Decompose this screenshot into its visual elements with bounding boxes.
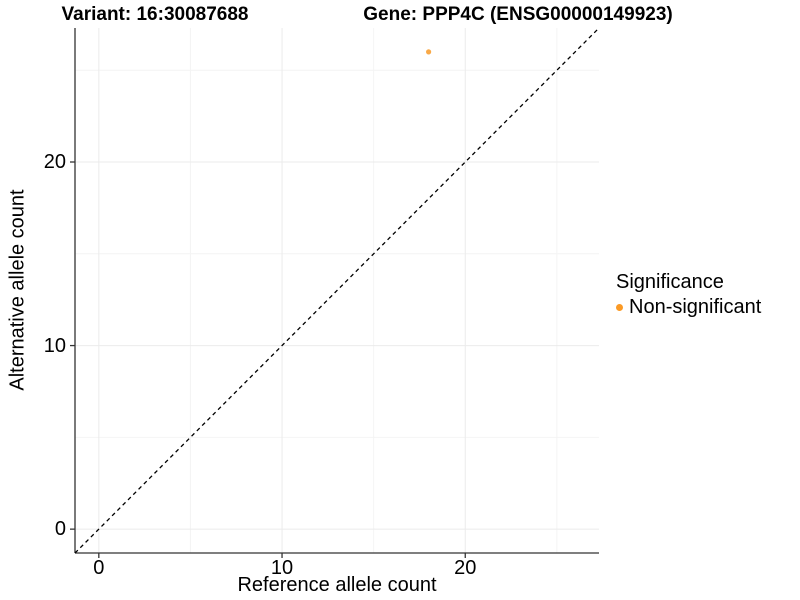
x-tick-label: 0 <box>93 557 105 579</box>
y-tick-label: 20 <box>43 151 66 173</box>
y-tick-label: 10 <box>43 334 66 357</box>
y-axis-title: Alternative allele count <box>6 189 29 391</box>
legend-item-label: Non-significant <box>629 296 762 318</box>
legend: Significance Non-significant <box>616 270 761 318</box>
identity-dashed-line <box>74 27 600 554</box>
x-tick-label: 10 <box>270 557 294 579</box>
y-tick-label: 0 <box>54 518 66 541</box>
legend-item: Non-significant <box>616 296 761 318</box>
plot-title-gene: Gene: PPP4C (ENSG00000149923) <box>363 4 673 25</box>
x-axis-title: Reference allele count <box>237 574 437 596</box>
legend-title: Significance <box>616 271 724 293</box>
data-point <box>426 49 432 55</box>
x-tick-label: 20 <box>454 557 477 579</box>
legend-point-icon <box>616 303 623 311</box>
plot-title-variant: Variant: 16:30087688 <box>61 4 249 25</box>
